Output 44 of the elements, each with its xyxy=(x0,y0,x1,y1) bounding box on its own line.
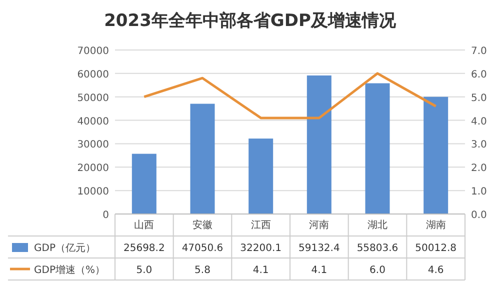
bar xyxy=(365,83,390,214)
line-series xyxy=(142,72,438,120)
y-tick-label: 70000 xyxy=(77,46,109,57)
y-tick-label: 60000 xyxy=(77,69,109,80)
x-tick-label: 湖北 xyxy=(368,219,388,231)
data-label: 50012.8 xyxy=(415,243,457,254)
y-tick-label: 30000 xyxy=(77,140,109,151)
chart-title: 2023年全年中部各省GDP及增速情况 xyxy=(104,11,397,31)
y-tick-label: 50000 xyxy=(77,92,109,104)
legend-label: GDP增速（%） xyxy=(34,264,105,276)
y-tick-label: 20000 xyxy=(77,163,109,174)
data-label: 6.0 xyxy=(370,265,386,276)
bar xyxy=(306,75,332,214)
y2-tick-label: 0.0 xyxy=(471,210,487,221)
x-tick-label: 安徽 xyxy=(192,219,212,231)
data-label: 4.6 xyxy=(428,265,444,276)
bar xyxy=(424,96,448,214)
y-tick-label: 40000 xyxy=(77,116,109,128)
data-label: 47050.6 xyxy=(182,243,224,254)
data-label: 59132.4 xyxy=(298,243,340,254)
x-tick-label: 河南 xyxy=(309,219,330,231)
y2-tick-label: 3.0 xyxy=(471,140,487,151)
y-tick-label: 0 xyxy=(102,210,109,221)
y2-tick-label: 5.0 xyxy=(471,92,487,104)
x-tick-label: 湖南 xyxy=(426,219,446,231)
x-tick-label: 江西 xyxy=(250,219,271,231)
y2-tick-label: 2.0 xyxy=(471,163,487,174)
bar xyxy=(190,104,215,214)
data-label: 5.8 xyxy=(194,265,210,276)
data-label: 25698.2 xyxy=(123,243,165,254)
y-tick-label: 10000 xyxy=(77,186,109,198)
data-label: 4.1 xyxy=(311,265,328,276)
bar xyxy=(248,138,274,214)
data-label: 32200.1 xyxy=(240,243,282,254)
y2-tick-label: 7.0 xyxy=(471,46,487,57)
x-tick-label: 山西 xyxy=(134,219,154,231)
y2-tick-label: 1.0 xyxy=(471,186,487,198)
y2-tick-label: 6.0 xyxy=(471,69,487,80)
data-label: 55803.6 xyxy=(356,243,398,254)
bar xyxy=(132,154,156,214)
legend-label: GDP（亿元） xyxy=(34,243,96,254)
data-label: 4.1 xyxy=(252,265,269,276)
y2-tick-label: 4.0 xyxy=(471,116,487,128)
data-label: 5.0 xyxy=(136,265,152,276)
